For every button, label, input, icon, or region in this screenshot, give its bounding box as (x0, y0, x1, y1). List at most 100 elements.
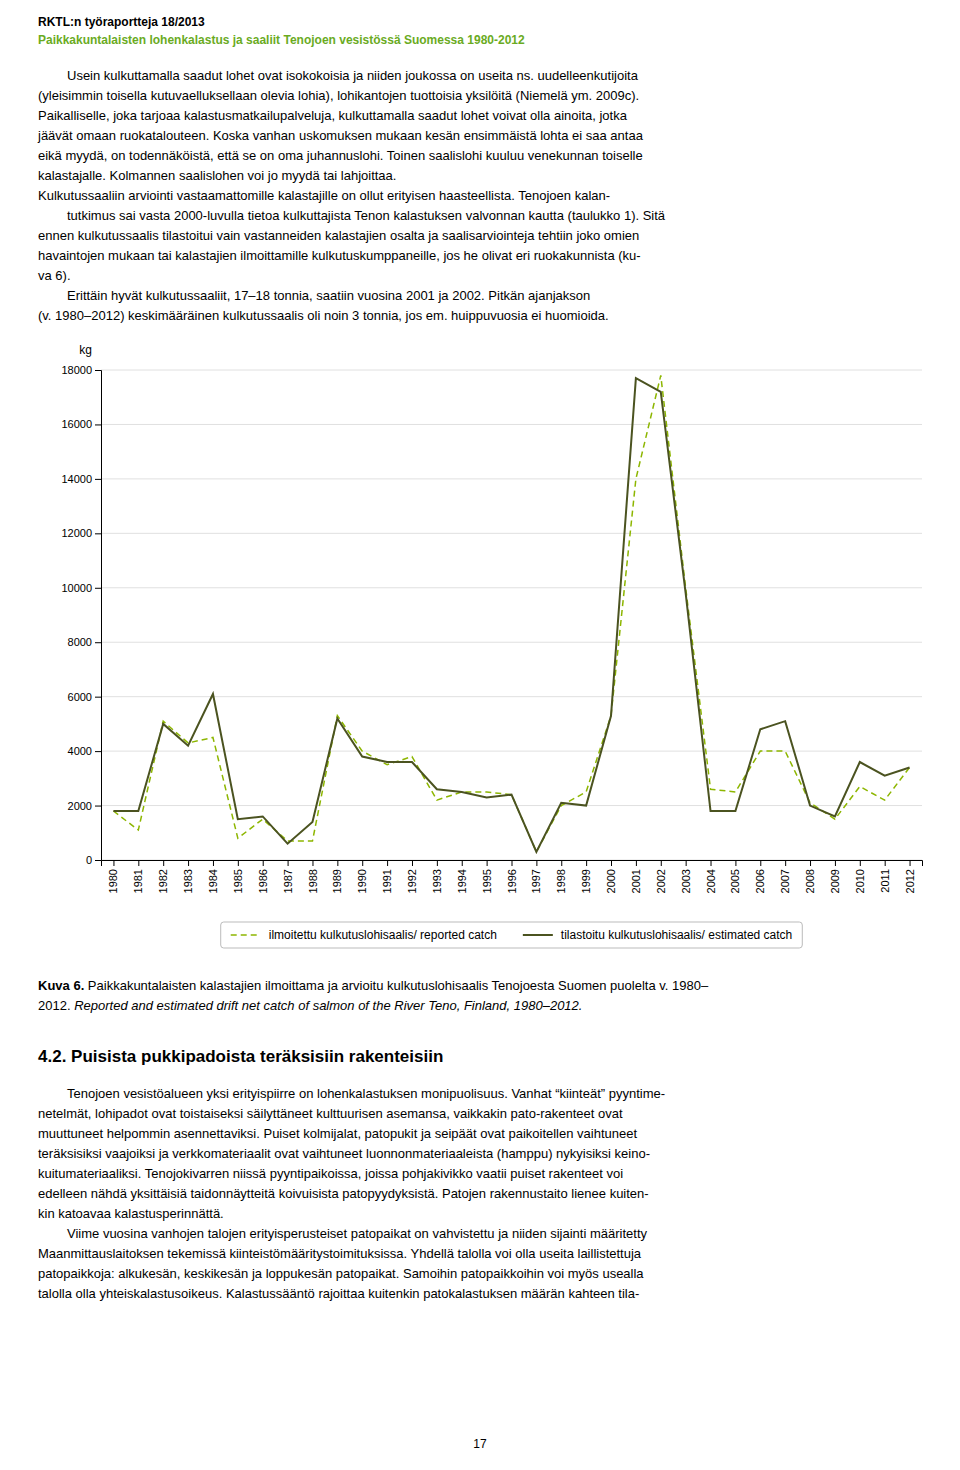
y-tick-label: 14000 (61, 473, 92, 485)
x-tick: 1988 (306, 860, 318, 893)
legend-label: tilastoitu kulkutuslohisaalis/ estimated… (561, 928, 792, 942)
legend-swatch (231, 934, 261, 936)
x-tick-label: 1988 (306, 869, 318, 893)
y-tick: 8000 (68, 636, 101, 648)
body-line: (v. 1980–2012) keskimääräinen kulkutussa… (38, 308, 609, 323)
body-line: eikä myydä, on todennäköistä, että se on… (38, 148, 643, 163)
x-tick-label: 2006 (754, 869, 766, 893)
x-tick: 2009 (829, 860, 841, 893)
x-tick-label: 1995 (481, 869, 493, 893)
body-line: kalastajalle. Kolmannen saalislohen voi … (38, 168, 396, 183)
x-tick-label: 1986 (257, 869, 269, 893)
x-tick-mark (586, 860, 587, 866)
x-tick-label: 1989 (331, 869, 343, 893)
x-tick-mark (860, 860, 861, 866)
x-tick-mark (213, 860, 214, 866)
y-tick-label: 0 (86, 854, 92, 866)
x-axis-line (102, 861, 923, 867)
x-tick-mark (362, 860, 363, 866)
section-line: muuttuneet helpommin asennettaviksi. Pui… (38, 1126, 637, 1141)
body-line: jäävät omaan ruokatalouteen. Koska vanha… (37, 128, 644, 143)
grid-line (101, 805, 922, 806)
x-tick: 1990 (356, 860, 368, 893)
x-tick: 2008 (804, 860, 816, 893)
x-tick-mark (337, 860, 338, 866)
x-tick: 1998 (555, 860, 567, 893)
x-tick: 1996 (506, 860, 518, 893)
legend-swatch (523, 934, 553, 936)
caption-text: Paikkakuntalaisten kalastajien ilmoittam… (84, 978, 709, 993)
x-tick-mark (561, 860, 562, 866)
legend-frame (221, 922, 803, 948)
x-tick-mark (512, 860, 513, 866)
grid-line (101, 642, 922, 643)
y-tick-mark (95, 860, 101, 861)
page: RKTL:n työraportteja 18/2013Paikkakuntal… (0, 0, 960, 1470)
y-tick-mark (95, 697, 101, 698)
x-tick: 2000 (605, 860, 617, 893)
x-tick-mark (238, 860, 239, 866)
x-tick-label: 1981 (132, 869, 144, 893)
y-tick-mark (95, 479, 101, 480)
x-tick-mark (536, 860, 537, 866)
y-tick-label: 6000 (68, 691, 92, 703)
caption: 2012. Reported and estimated drift net c… (38, 998, 582, 1013)
x-tick-label: 1990 (356, 869, 368, 893)
body-line: ennen kulkutussaalis tilastoitui vain va… (38, 228, 639, 243)
x-tick-mark (910, 860, 911, 866)
x-tick-label: 1985 (232, 869, 244, 893)
x-tick-mark (188, 860, 189, 866)
y-tick-mark (95, 806, 101, 807)
x-tick: 1994 (456, 860, 468, 893)
y-tick: 6000 (68, 691, 101, 703)
x-tick-label: 1996 (506, 869, 518, 893)
x-tick-label: 2008 (804, 869, 816, 893)
x-tick-mark (735, 860, 736, 866)
x-tick-label: 1984 (207, 869, 219, 893)
page-background (0, 0, 960, 1470)
header-line: Paikkakuntalaisten lohenkalastus ja saal… (38, 33, 525, 47)
x-tick: 1980 (107, 860, 119, 893)
body-line: Erittäin hyvät kulkutussaaliit, 17–18 to… (67, 288, 590, 303)
grid-line (101, 587, 922, 588)
x-tick-label: 1980 (107, 869, 119, 893)
plot-lines (113, 375, 909, 851)
y-tick-label: 10000 (61, 582, 92, 594)
body-line: havaintojen mukaan tai kalastajien ilmoi… (38, 248, 641, 263)
page-number: 17 (473, 1437, 487, 1451)
x-tick-mark (462, 860, 463, 866)
x-tick-label: 2004 (705, 869, 717, 893)
body-line: (yleisimmin toisella kutuvaelluksellaan … (38, 88, 639, 103)
x-tick-label: 2002 (655, 869, 667, 893)
x-tick-mark (760, 860, 761, 866)
caption-bold: Kuva 6. (38, 978, 84, 993)
x-tick-mark (288, 860, 289, 866)
y-tick-label: 4000 (68, 745, 92, 757)
x-tick: 2002 (655, 860, 667, 893)
y-tick: 18000 (61, 364, 101, 376)
x-tick: 1995 (481, 860, 493, 893)
x-tick-mark (437, 860, 438, 866)
x-tick-mark (711, 860, 712, 866)
x-tick-label: 1982 (157, 869, 169, 893)
x-tick-label: 1983 (182, 869, 194, 893)
x-tick: 1987 (282, 860, 294, 893)
grid-line (101, 696, 922, 697)
x-tick: 1986 (257, 860, 269, 893)
x-tick-mark (412, 860, 413, 866)
x-tick-label: 2000 (605, 869, 617, 893)
x-tick-mark (611, 860, 612, 866)
x-tick: 1982 (157, 860, 169, 893)
grid-line (101, 533, 922, 534)
grid (101, 370, 922, 860)
y-tick-mark (95, 370, 101, 371)
x-tick: 2011 (879, 860, 891, 893)
y-tick-label: 8000 (68, 636, 92, 648)
caption-italic: Reported and estimated drift net catch o… (74, 998, 582, 1013)
x-tick-label: 2011 (879, 869, 891, 893)
x-tick-mark (113, 860, 114, 866)
y-tick-label: 16000 (61, 418, 92, 430)
series-line (113, 375, 909, 851)
x-tick-mark (387, 860, 388, 866)
x-tick: 2005 (729, 860, 741, 893)
